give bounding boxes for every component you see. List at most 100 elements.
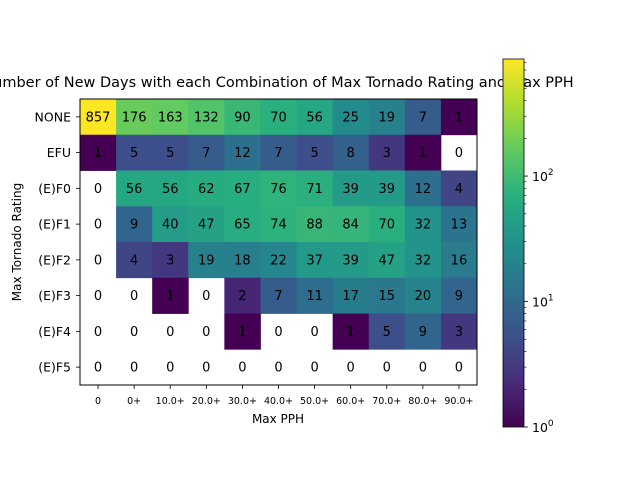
cell-value-label: 74: [270, 218, 287, 233]
heatmap-cell: [440, 206, 478, 243]
heatmap-cell: [296, 170, 334, 207]
heatmap-cell: [332, 277, 370, 314]
x-axis-label: Max PPH: [252, 412, 304, 426]
heatmap-cell: [332, 134, 370, 171]
cell-value-label: 0: [310, 361, 318, 376]
cell-value-label: 20: [415, 289, 432, 304]
heatmap-cell: [404, 170, 442, 207]
x-tick-labels: 0 0+ 10.0+ 20.0+ 30.0+ 40.0+ 50.0+ 60.0+ 70.0+ 80…: [95, 385, 474, 407]
cell-value-label: 1: [94, 146, 102, 161]
cell-value-label: 56: [306, 110, 323, 125]
x-tick-label: 60.0+: [336, 396, 365, 407]
cell-value-label: 9: [419, 325, 427, 340]
heatmap-cell: [260, 99, 297, 136]
cell-value-label: 0: [419, 361, 427, 376]
heatmap-cell: [80, 134, 117, 171]
cell-value-label: 32: [415, 218, 432, 233]
heatmap-cell: [368, 206, 406, 243]
cell-value-label: 176: [122, 110, 147, 125]
cell-value-label: 0: [202, 325, 210, 340]
heatmap-cell: [116, 99, 153, 136]
y-tick-label: (E)F0: [38, 181, 71, 196]
heatmap-cell: [152, 170, 189, 207]
x-tick-label: 0: [95, 396, 101, 407]
heatmap-cell: [152, 99, 189, 136]
colorbar-tick-label: 102: [532, 168, 554, 184]
heatmap-cell: [224, 277, 261, 314]
cell-value-label: 1: [347, 325, 355, 340]
cell-value-label: 71: [306, 182, 323, 197]
heatmap-cell: [224, 99, 261, 136]
cell-value-label: 1: [455, 110, 463, 125]
heatmap-cell: [332, 170, 370, 207]
cell-value-label: 1: [419, 146, 427, 161]
cell-value-label: 3: [383, 146, 391, 161]
heatmap-cell: [332, 313, 370, 350]
colorbar: 100 101 102: [502, 58, 554, 435]
heatmap-cell: [296, 99, 334, 136]
cell-value-label: 2: [238, 289, 246, 304]
cell-value-label: 39: [342, 182, 359, 197]
cell-value-label: 0: [130, 289, 138, 304]
heatmap-cell: [404, 134, 442, 171]
cell-value-label: 3: [166, 253, 174, 268]
x-tick-label: 50.0+: [300, 396, 329, 407]
heatmap-cell: [404, 313, 442, 350]
cell-value-label: 4: [455, 182, 463, 197]
cell-value-label: 0: [274, 325, 282, 340]
cell-value-label: 19: [198, 253, 215, 268]
cell-value-label: 13: [451, 218, 468, 233]
cell-value-label: 0: [130, 361, 138, 376]
cell-value-label: 7: [202, 146, 210, 161]
y-tick-label: EFU: [47, 145, 71, 160]
cell-value-label: 17: [342, 289, 359, 304]
heatmap-cell: [296, 242, 334, 279]
cell-value-label: 0: [94, 325, 102, 340]
heatmap-cell: [188, 170, 225, 207]
cell-value-label: 0: [274, 361, 282, 376]
heatmap-cell: [404, 206, 442, 243]
cell-value-label: 0: [94, 218, 102, 233]
heatmap-cell: [116, 170, 153, 207]
cell-value-label: 163: [158, 110, 183, 125]
heatmap-cell: [224, 206, 261, 243]
heatmap-cell: [224, 134, 261, 171]
heatmap-cell: [368, 277, 406, 314]
cell-value-label: 16: [451, 253, 468, 268]
colorbar-tick-label: 100: [532, 419, 554, 435]
heatmap-cell: [368, 170, 406, 207]
heatmap-cell: [260, 206, 297, 243]
heatmap-cell: [440, 277, 478, 314]
cell-value-label: 0: [130, 325, 138, 340]
y-tick-label: (E)F1: [38, 217, 71, 232]
cell-value-label: 0: [166, 325, 174, 340]
cell-value-label: 0: [310, 325, 318, 340]
cell-value-label: 0: [94, 289, 102, 304]
cell-value-label: 0: [238, 361, 246, 376]
cell-value-label: 88: [306, 218, 323, 233]
cell-value-label: 32: [415, 253, 432, 268]
heatmap-cell: [224, 242, 261, 279]
cell-value-label: 5: [383, 325, 391, 340]
cell-value-label: 0: [94, 253, 102, 268]
heatmap-cell: [296, 277, 334, 314]
chart-title: Number of New Days with each Combination…: [0, 75, 574, 91]
heatmap-cell: [260, 242, 297, 279]
cell-value-label: 8: [347, 146, 355, 161]
cell-value-label: 18: [234, 253, 251, 268]
heatmap-cell: [368, 242, 406, 279]
cell-value-label: 3: [455, 325, 463, 340]
y-tick-label: (E)F3: [38, 288, 71, 303]
heatmap-cell: [152, 277, 189, 314]
heatmap-cell: [188, 134, 225, 171]
cell-value-label: 0: [347, 361, 355, 376]
cell-value-label: 0: [94, 182, 102, 197]
cell-value-label: 12: [415, 182, 432, 197]
cell-value-label: 7: [274, 289, 282, 304]
cell-value-label: 90: [234, 110, 251, 125]
heatmap-cells: 857 176 163 132 90 70 56 25 19 7 11 5 5 7 12 7 5 8 3 1 00 56 5…: [80, 99, 478, 376]
heatmap-cell: [404, 242, 442, 279]
cell-value-label: 0: [455, 361, 463, 376]
x-tick-label: 80.0+: [408, 396, 437, 407]
heatmap-cell: [440, 99, 478, 136]
